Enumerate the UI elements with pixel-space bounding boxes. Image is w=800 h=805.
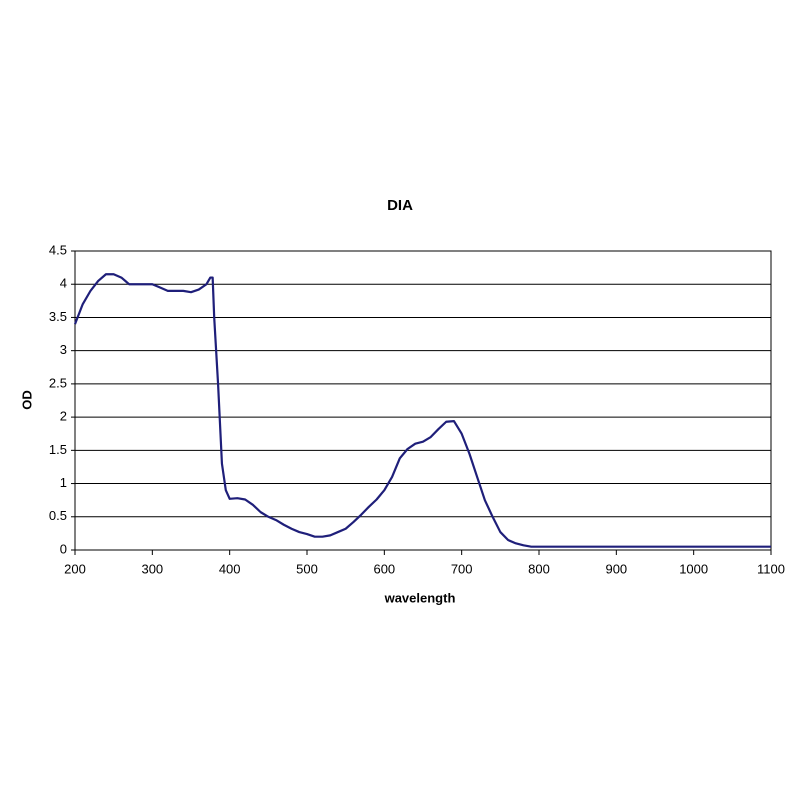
x-tick-label: 800 xyxy=(528,561,550,576)
y-tick-label: 3 xyxy=(60,342,67,357)
y-tick-label: 0.5 xyxy=(49,508,67,523)
x-tick-label: 600 xyxy=(373,561,395,576)
x-tick-label: 1000 xyxy=(679,561,708,576)
y-tick-label: 1.5 xyxy=(49,442,67,457)
x-tick-label: 900 xyxy=(605,561,627,576)
x-tick-label: 400 xyxy=(219,561,241,576)
y-tick-label: 3.5 xyxy=(49,309,67,324)
x-tick-label: 700 xyxy=(451,561,473,576)
data-line xyxy=(73,273,771,548)
y-tick-label: 1 xyxy=(60,475,67,490)
x-tick-label: 200 xyxy=(64,561,86,576)
y-tick-label: 4.5 xyxy=(49,242,67,257)
chart-title: DIA xyxy=(387,197,413,214)
x-tick-label: 500 xyxy=(296,561,318,576)
plot-frame xyxy=(74,250,772,551)
x-tick-label: 1100 xyxy=(757,561,785,576)
y-axis-label: OD xyxy=(19,390,34,410)
x-axis-label: wavelength xyxy=(384,590,456,605)
y-tick-label: 2 xyxy=(60,409,67,424)
y-tick-label: 4 xyxy=(60,276,67,291)
y-tick-label: 2.5 xyxy=(49,375,67,390)
y-tick-label: 0 xyxy=(60,541,67,556)
x-tick-label: 300 xyxy=(141,561,163,576)
